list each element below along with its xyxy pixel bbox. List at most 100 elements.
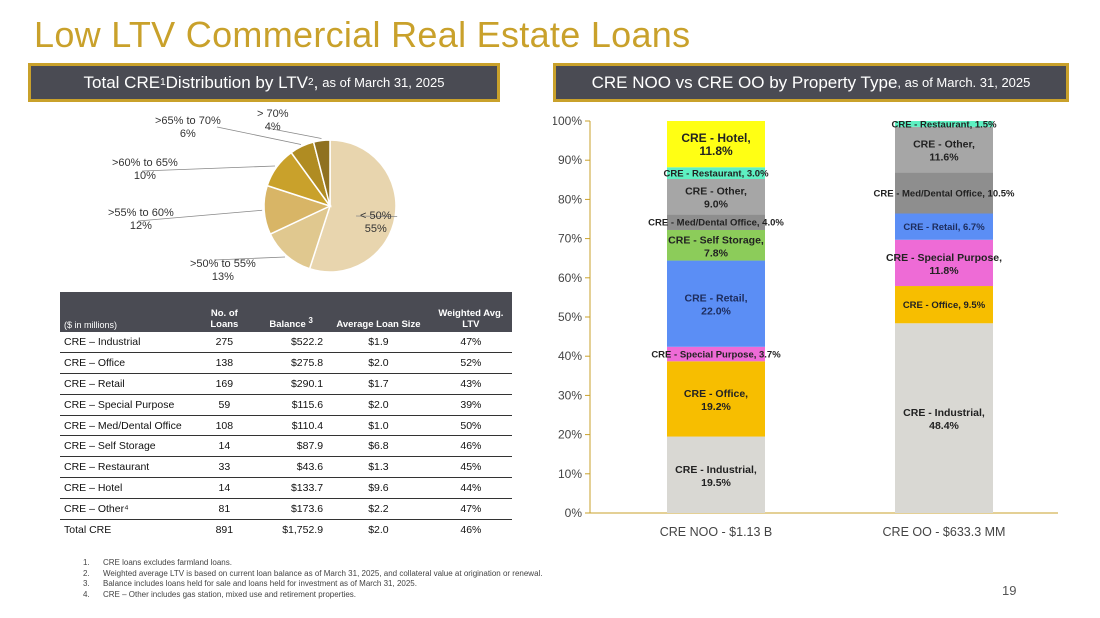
page-title: Low LTV Commercial Real Estate Loans [34,14,691,55]
pie-leader-line [355,215,398,218]
header-loans-l1: No. of [210,308,238,319]
cell-loans: 891 [215,523,234,536]
footnote-text: Weighted average LTV is based on current… [103,568,543,578]
bar-segment [667,167,765,180]
pie-slice-label: >65% to 70% 6% [155,115,221,141]
cell-ltv: 43% [429,373,512,395]
bar-segment-label: CRE - Office, 9.5% [903,300,986,311]
footnote: 1. CRE loans excludes farmland loans. [83,558,543,569]
label-line: 19.2% [701,401,731,413]
bar-segment [667,346,765,362]
footnote-text: CRE loans excludes farmland loans. [103,558,232,567]
cell-loans: 14 [193,435,256,458]
label-line: CRE - Self Storage, [668,234,764,246]
cell-balance: $115.6 [255,394,328,416]
table-row: CRE – Retail 169 $290.1 $1.7 43% [60,373,512,395]
cell-avg: $1.3 [327,456,430,479]
footnote-text: Balance includes loans held for sale and… [103,579,417,588]
cell-category: CRE – Retail [60,373,194,395]
cell-category: Total CRE [64,523,112,536]
cell-avg: $1.0 [327,415,430,437]
y-tick-label: 10% [558,467,582,481]
bar-segment [895,213,993,240]
bar-segment-label: CRE - Retail, 6.7% [903,222,985,233]
pie-slice-label: > 70% 4% [257,108,289,134]
footnote-text: CRE – Other includes gas station, mixed … [103,589,357,599]
pie-label-value: 10% [133,170,156,182]
cell-category: CRE – Industrial [60,332,194,354]
pie-label-value: 13% [211,271,234,283]
pie-label-value: 4% [264,121,281,133]
bar-segment [895,121,993,127]
label-line: 48.4% [929,420,959,432]
x-category-label: CRE NOO - $1.13 B [660,525,773,539]
property-type-header: CRE NOO vs CRE OO by Property Type, as o… [553,63,1069,102]
label-line: CRE - Other, [685,186,747,198]
pie-leader-line [266,127,322,139]
cell-balance: $43.6 [255,456,328,479]
table-row: CRE – Self Storage 14 $87.9 $6.8 46% [60,435,512,458]
header-loans: No. of Loans [194,292,256,332]
header-text-tail: , [313,72,319,92]
cell-balance: $290.1 [255,373,328,395]
label-line: 7.8% [704,247,729,259]
label-line: CRE - Industrial, [903,407,985,419]
label-line: CRE - Retail, [684,293,747,305]
cell-loans: 275 [193,332,256,354]
cell-balance: $110.4 [255,415,328,437]
bar-segment-label: CRE - Med/Dental Office, 10.5% [874,188,1016,199]
pie-slice [312,139,331,207]
cell-category: CRE – Self Storage [60,435,194,458]
y-tick-label: 30% [558,388,582,402]
label-line: CRE - Office, [684,388,748,400]
label-line: 11.6% [929,152,959,164]
cell-balance: $87.9 [255,435,328,458]
bar-segment [667,229,765,261]
cell-loans: 108 [193,415,256,437]
stacked-bar-chart: 0% 10% 20% 30% 40% 50% 60% 70% 80% 90% 100% CRE - I… [553,114,1058,539]
pie-label-category: >65% to 70% [155,115,221,127]
table-row: CRE – Industrial 275 $522.2 $1.9 47% [60,332,512,354]
footnote-number: 1. [83,558,90,567]
cell-avg: $2.0 [368,523,389,536]
header-date: as of March 31, 2025 [322,75,445,90]
footnote: 3. Balance includes loans held for sale a… [83,579,543,590]
header-category: ($ in millions) [64,320,118,330]
cell-avg: $2.2 [327,498,430,520]
table-row: CRE – Med/Dental Office 108 $110.4 $1.0 50% [60,415,512,437]
cell-loans: 138 [193,352,256,375]
cell-ltv: 47% [429,332,512,354]
ltv-pie-chart: < 50% 55% >50% to 55% 13% >55% to 60% 12% >60%… [60,104,500,292]
cell-loans: 81 [193,498,256,520]
header-date: , as of March. 31, 2025 [897,75,1031,90]
cell-balance: $133.7 [255,477,328,499]
label-line: 9.0% [704,199,729,211]
pie-label-value: 12% [129,220,152,232]
header-text-mid: Distribution by LTV [165,72,308,92]
header-text: Total CRE [83,72,161,92]
cell-balance: $173.6 [255,498,328,520]
footnote-number: 4. [83,589,90,599]
pie-leader-line [216,126,302,145]
pie-label-category: >55% to 60% [108,207,174,219]
bar-segment [667,214,765,230]
table-row: CRE – Special Purpose 59 $115.6 $2.0 39% [60,394,512,416]
header-balance-text: Balance [269,319,306,330]
cell-category: CRE – Other⁴ [60,498,194,520]
bar-segment-label: CRE - Med/Dental Office, 4.0% [648,218,784,229]
y-tick-label: 0% [565,506,583,520]
pie-slice-label: < 50% 55% [360,210,392,236]
header-balance-sup: 3 [308,315,313,325]
cell-category: CRE – Office [60,352,194,375]
label-line: CRE - Special Purpose, [886,252,1002,264]
y-tick-label: 20% [558,428,582,442]
header-ltv-l1: Weighted Avg. [438,308,504,319]
bar-segment-label: CRE - Restaurant, 3.0% [663,169,769,180]
cell-balance: $522.2 [255,332,328,354]
cell-category: CRE – Restaurant [60,456,194,479]
bar-segment-label: CRE - Special Purpose, 3.7% [651,350,781,361]
pie-slice-label: >50% to 55% 13% [190,258,256,284]
y-tick-label: 90% [558,153,582,167]
bar-segment-label: CRE - Self Storage, 7.8% [668,234,764,259]
bar-segment [667,179,765,215]
